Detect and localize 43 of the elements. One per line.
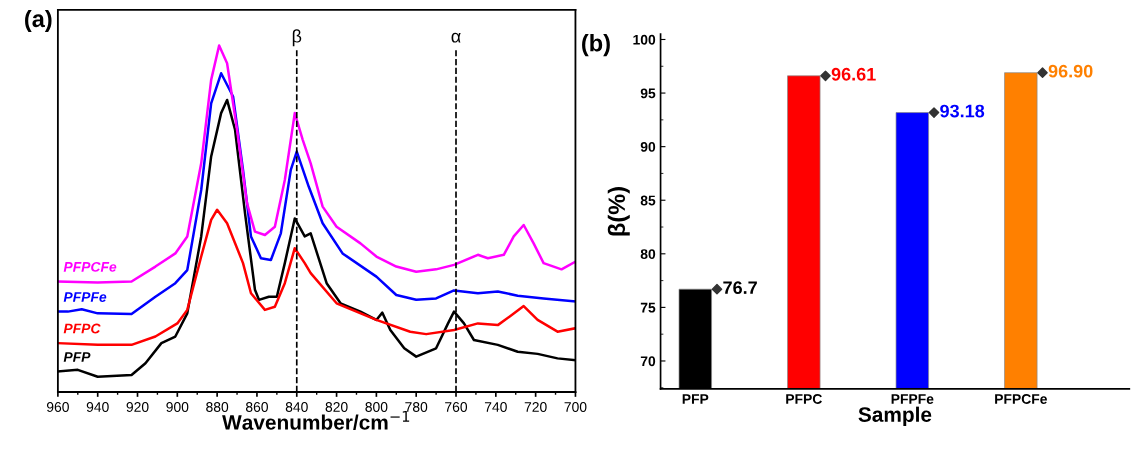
x-tick-label: PFPC xyxy=(786,394,822,404)
x-tick-label: PFPFe xyxy=(891,394,934,404)
y-tick-label: 85 xyxy=(640,195,656,206)
point xyxy=(928,107,940,118)
x-tick-label: PFP xyxy=(682,394,709,404)
series-label: PFPCFe xyxy=(63,261,117,272)
y-axis-title: β(%) xyxy=(607,187,630,236)
ref-line-label: α xyxy=(451,32,461,43)
chart-title: (a) xyxy=(25,9,52,32)
series-label: PFPC xyxy=(63,323,101,334)
point xyxy=(820,70,831,82)
x-tick-label: 860 xyxy=(245,402,268,412)
x-tick-label: 720 xyxy=(524,402,547,412)
data-label: 96.90 xyxy=(1048,64,1093,78)
x-tick-label: 740 xyxy=(484,402,507,412)
x-tick-label: PFPCFe xyxy=(995,394,1047,404)
data-label: 96.61 xyxy=(831,67,876,81)
x-tick-label: 880 xyxy=(206,402,229,412)
data-label: 93.18 xyxy=(940,104,985,118)
x-tick-label: 900 xyxy=(166,402,189,412)
x-tick-label: 700 xyxy=(564,402,587,412)
x-tick-label: 840 xyxy=(285,402,308,412)
x-axis-title: Sample xyxy=(858,406,932,427)
x-tick-label: 800 xyxy=(365,402,388,412)
x-tick-label: 960 xyxy=(46,402,69,412)
series-label: PFPFe xyxy=(63,292,107,302)
y-tick-label: 95 xyxy=(640,88,656,99)
y-tick-label: 80 xyxy=(640,249,656,259)
point xyxy=(1037,67,1048,79)
y-tick-label: 70 xyxy=(640,356,656,367)
x-tick-label: 920 xyxy=(126,402,149,412)
ref-line-label: β xyxy=(292,29,302,47)
data-label: 76.7 xyxy=(723,281,757,295)
x-tick-label: 780 xyxy=(405,402,428,412)
y-tick-label: 90 xyxy=(640,141,656,152)
x-tick-label: 940 xyxy=(86,402,109,412)
x-tick-label: 760 xyxy=(445,402,468,412)
chart-title: (b) xyxy=(582,34,610,57)
point xyxy=(711,283,723,295)
y-tick-label: 75 xyxy=(640,302,656,313)
x-tick-label: 820 xyxy=(325,402,348,412)
series-label: PFP xyxy=(63,352,91,362)
y-tick-label: 100 xyxy=(633,34,656,45)
